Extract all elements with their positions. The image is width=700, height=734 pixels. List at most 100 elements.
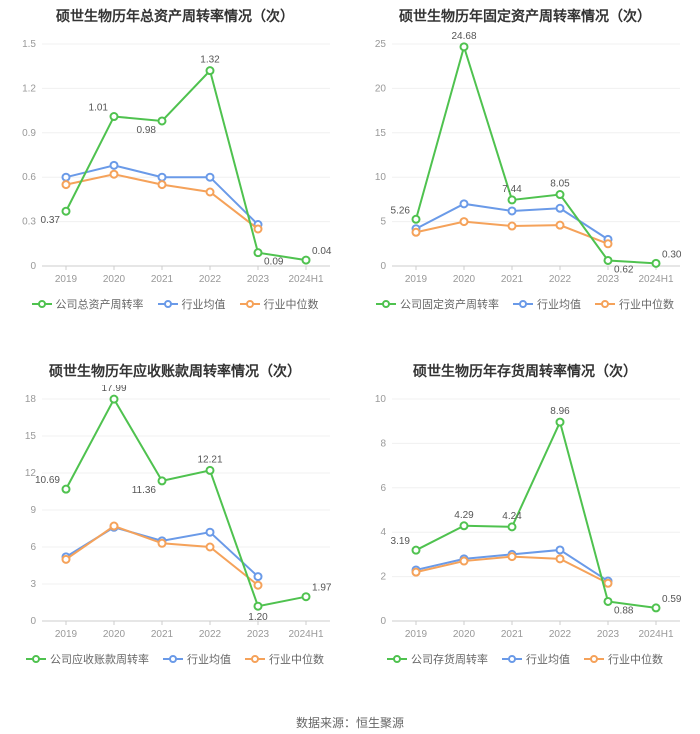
svg-text:0.98: 0.98 bbox=[137, 125, 157, 136]
svg-text:8: 8 bbox=[380, 438, 386, 449]
svg-text:2020: 2020 bbox=[453, 629, 476, 640]
chart-panel-inventory: 硕世生物历年存货周转率情况（次）024681020192020202120222… bbox=[350, 355, 700, 710]
chart-plot: 0510152025201920202021202220232024H15.26… bbox=[358, 30, 692, 290]
legend-marker-icon bbox=[584, 654, 604, 664]
legend-marker-icon bbox=[376, 299, 396, 309]
svg-text:2023: 2023 bbox=[247, 629, 270, 640]
legend-label: 行业均值 bbox=[537, 296, 581, 312]
svg-text:0.6: 0.6 bbox=[22, 172, 36, 183]
legend-item: 行业均值 bbox=[502, 651, 570, 667]
legend-marker-icon bbox=[502, 654, 522, 664]
legend-marker-icon bbox=[245, 654, 265, 664]
svg-text:7.44: 7.44 bbox=[502, 184, 522, 195]
svg-text:0.37: 0.37 bbox=[41, 215, 61, 226]
svg-text:6: 6 bbox=[30, 542, 36, 553]
svg-text:2019: 2019 bbox=[55, 274, 78, 285]
svg-text:10: 10 bbox=[375, 394, 387, 405]
svg-text:4.29: 4.29 bbox=[454, 510, 474, 521]
svg-text:15: 15 bbox=[375, 128, 387, 139]
svg-text:1.32: 1.32 bbox=[200, 55, 220, 66]
chart-legend: 公司存货周转率 行业均值 行业中位数 bbox=[358, 651, 692, 667]
svg-text:2024H1: 2024H1 bbox=[288, 274, 323, 285]
svg-text:1.5: 1.5 bbox=[22, 39, 36, 50]
legend-item: 行业中位数 bbox=[584, 651, 663, 667]
chart-title: 硕世生物历年存货周转率情况（次） bbox=[358, 361, 692, 381]
legend-marker-icon bbox=[513, 299, 533, 309]
legend-item: 行业中位数 bbox=[245, 651, 324, 667]
svg-text:2024H1: 2024H1 bbox=[288, 629, 323, 640]
legend-marker-icon bbox=[595, 299, 615, 309]
svg-text:4: 4 bbox=[380, 527, 386, 538]
svg-text:25: 25 bbox=[375, 39, 387, 50]
svg-text:2023: 2023 bbox=[247, 274, 270, 285]
svg-text:2022: 2022 bbox=[199, 274, 222, 285]
svg-text:11.36: 11.36 bbox=[132, 485, 157, 496]
svg-text:0.59: 0.59 bbox=[662, 594, 682, 605]
svg-text:10.69: 10.69 bbox=[35, 475, 60, 486]
data-source-footer: 数据来源：恒生聚源 bbox=[0, 710, 700, 731]
svg-text:18: 18 bbox=[25, 394, 37, 405]
svg-text:15: 15 bbox=[25, 431, 37, 442]
svg-text:2023: 2023 bbox=[597, 274, 620, 285]
svg-text:9: 9 bbox=[30, 505, 36, 516]
svg-text:0.30: 0.30 bbox=[662, 249, 682, 260]
legend-item: 公司存货周转率 bbox=[387, 651, 488, 667]
chart-title: 硕世生物历年应收账款周转率情况（次） bbox=[8, 361, 342, 381]
svg-text:2024H1: 2024H1 bbox=[638, 274, 673, 285]
chart-plot: 00.30.60.91.21.5201920202021202220232024… bbox=[8, 30, 342, 290]
legend-marker-icon bbox=[26, 654, 46, 664]
svg-text:0: 0 bbox=[30, 261, 36, 272]
legend-item: 行业中位数 bbox=[240, 296, 319, 312]
svg-text:10: 10 bbox=[375, 172, 387, 183]
svg-text:2021: 2021 bbox=[151, 274, 174, 285]
svg-text:1.2: 1.2 bbox=[22, 83, 36, 94]
svg-text:2023: 2023 bbox=[597, 629, 620, 640]
svg-text:2021: 2021 bbox=[501, 274, 524, 285]
legend-item: 公司应收账款周转率 bbox=[26, 651, 149, 667]
chart-plot: 0369121518201920202021202220232024H110.6… bbox=[8, 385, 342, 645]
legend-item: 公司固定资产周转率 bbox=[376, 296, 499, 312]
svg-text:0.9: 0.9 bbox=[22, 128, 36, 139]
svg-text:2019: 2019 bbox=[55, 629, 78, 640]
legend-item: 行业均值 bbox=[158, 296, 226, 312]
legend-label: 行业中位数 bbox=[608, 651, 663, 667]
legend-label: 公司存货周转率 bbox=[411, 651, 488, 667]
legend-marker-icon bbox=[240, 299, 260, 309]
legend-marker-icon bbox=[163, 654, 183, 664]
svg-text:3: 3 bbox=[30, 579, 36, 590]
legend-label: 行业均值 bbox=[526, 651, 570, 667]
svg-text:2021: 2021 bbox=[501, 629, 524, 640]
svg-text:4.24: 4.24 bbox=[502, 511, 522, 522]
svg-text:12.21: 12.21 bbox=[197, 454, 222, 465]
chart-panel-total_asset: 硕世生物历年总资产周转率情况（次）00.30.60.91.21.52019202… bbox=[0, 0, 350, 355]
svg-text:0: 0 bbox=[30, 616, 36, 627]
legend-marker-icon bbox=[32, 299, 52, 309]
legend-label: 行业中位数 bbox=[264, 296, 319, 312]
svg-text:1.97: 1.97 bbox=[312, 583, 332, 594]
legend-label: 公司总资产周转率 bbox=[56, 296, 144, 312]
svg-text:17.99: 17.99 bbox=[101, 385, 126, 394]
legend-label: 行业中位数 bbox=[269, 651, 324, 667]
svg-text:0.09: 0.09 bbox=[264, 257, 284, 268]
svg-text:1.01: 1.01 bbox=[89, 103, 109, 114]
svg-text:3.19: 3.19 bbox=[391, 536, 411, 547]
chart-legend: 公司固定资产周转率 行业均值 行业中位数 bbox=[358, 296, 692, 312]
svg-text:6: 6 bbox=[380, 483, 386, 494]
legend-label: 公司固定资产周转率 bbox=[400, 296, 499, 312]
legend-item: 行业中位数 bbox=[595, 296, 674, 312]
svg-text:2020: 2020 bbox=[103, 274, 126, 285]
svg-text:5.26: 5.26 bbox=[391, 205, 411, 216]
svg-text:20: 20 bbox=[375, 83, 387, 94]
svg-text:0.04: 0.04 bbox=[312, 246, 332, 257]
legend-label: 公司应收账款周转率 bbox=[50, 651, 149, 667]
svg-text:2024H1: 2024H1 bbox=[638, 629, 673, 640]
svg-text:2019: 2019 bbox=[405, 629, 428, 640]
legend-label: 行业中位数 bbox=[619, 296, 674, 312]
legend-item: 行业均值 bbox=[513, 296, 581, 312]
svg-text:0: 0 bbox=[380, 616, 386, 627]
chart-legend: 公司总资产周转率行业均值 行业中位数 bbox=[8, 296, 342, 312]
svg-text:2020: 2020 bbox=[103, 629, 126, 640]
svg-text:8.05: 8.05 bbox=[550, 179, 570, 190]
svg-text:2: 2 bbox=[380, 572, 386, 583]
svg-text:1.20: 1.20 bbox=[248, 612, 268, 623]
